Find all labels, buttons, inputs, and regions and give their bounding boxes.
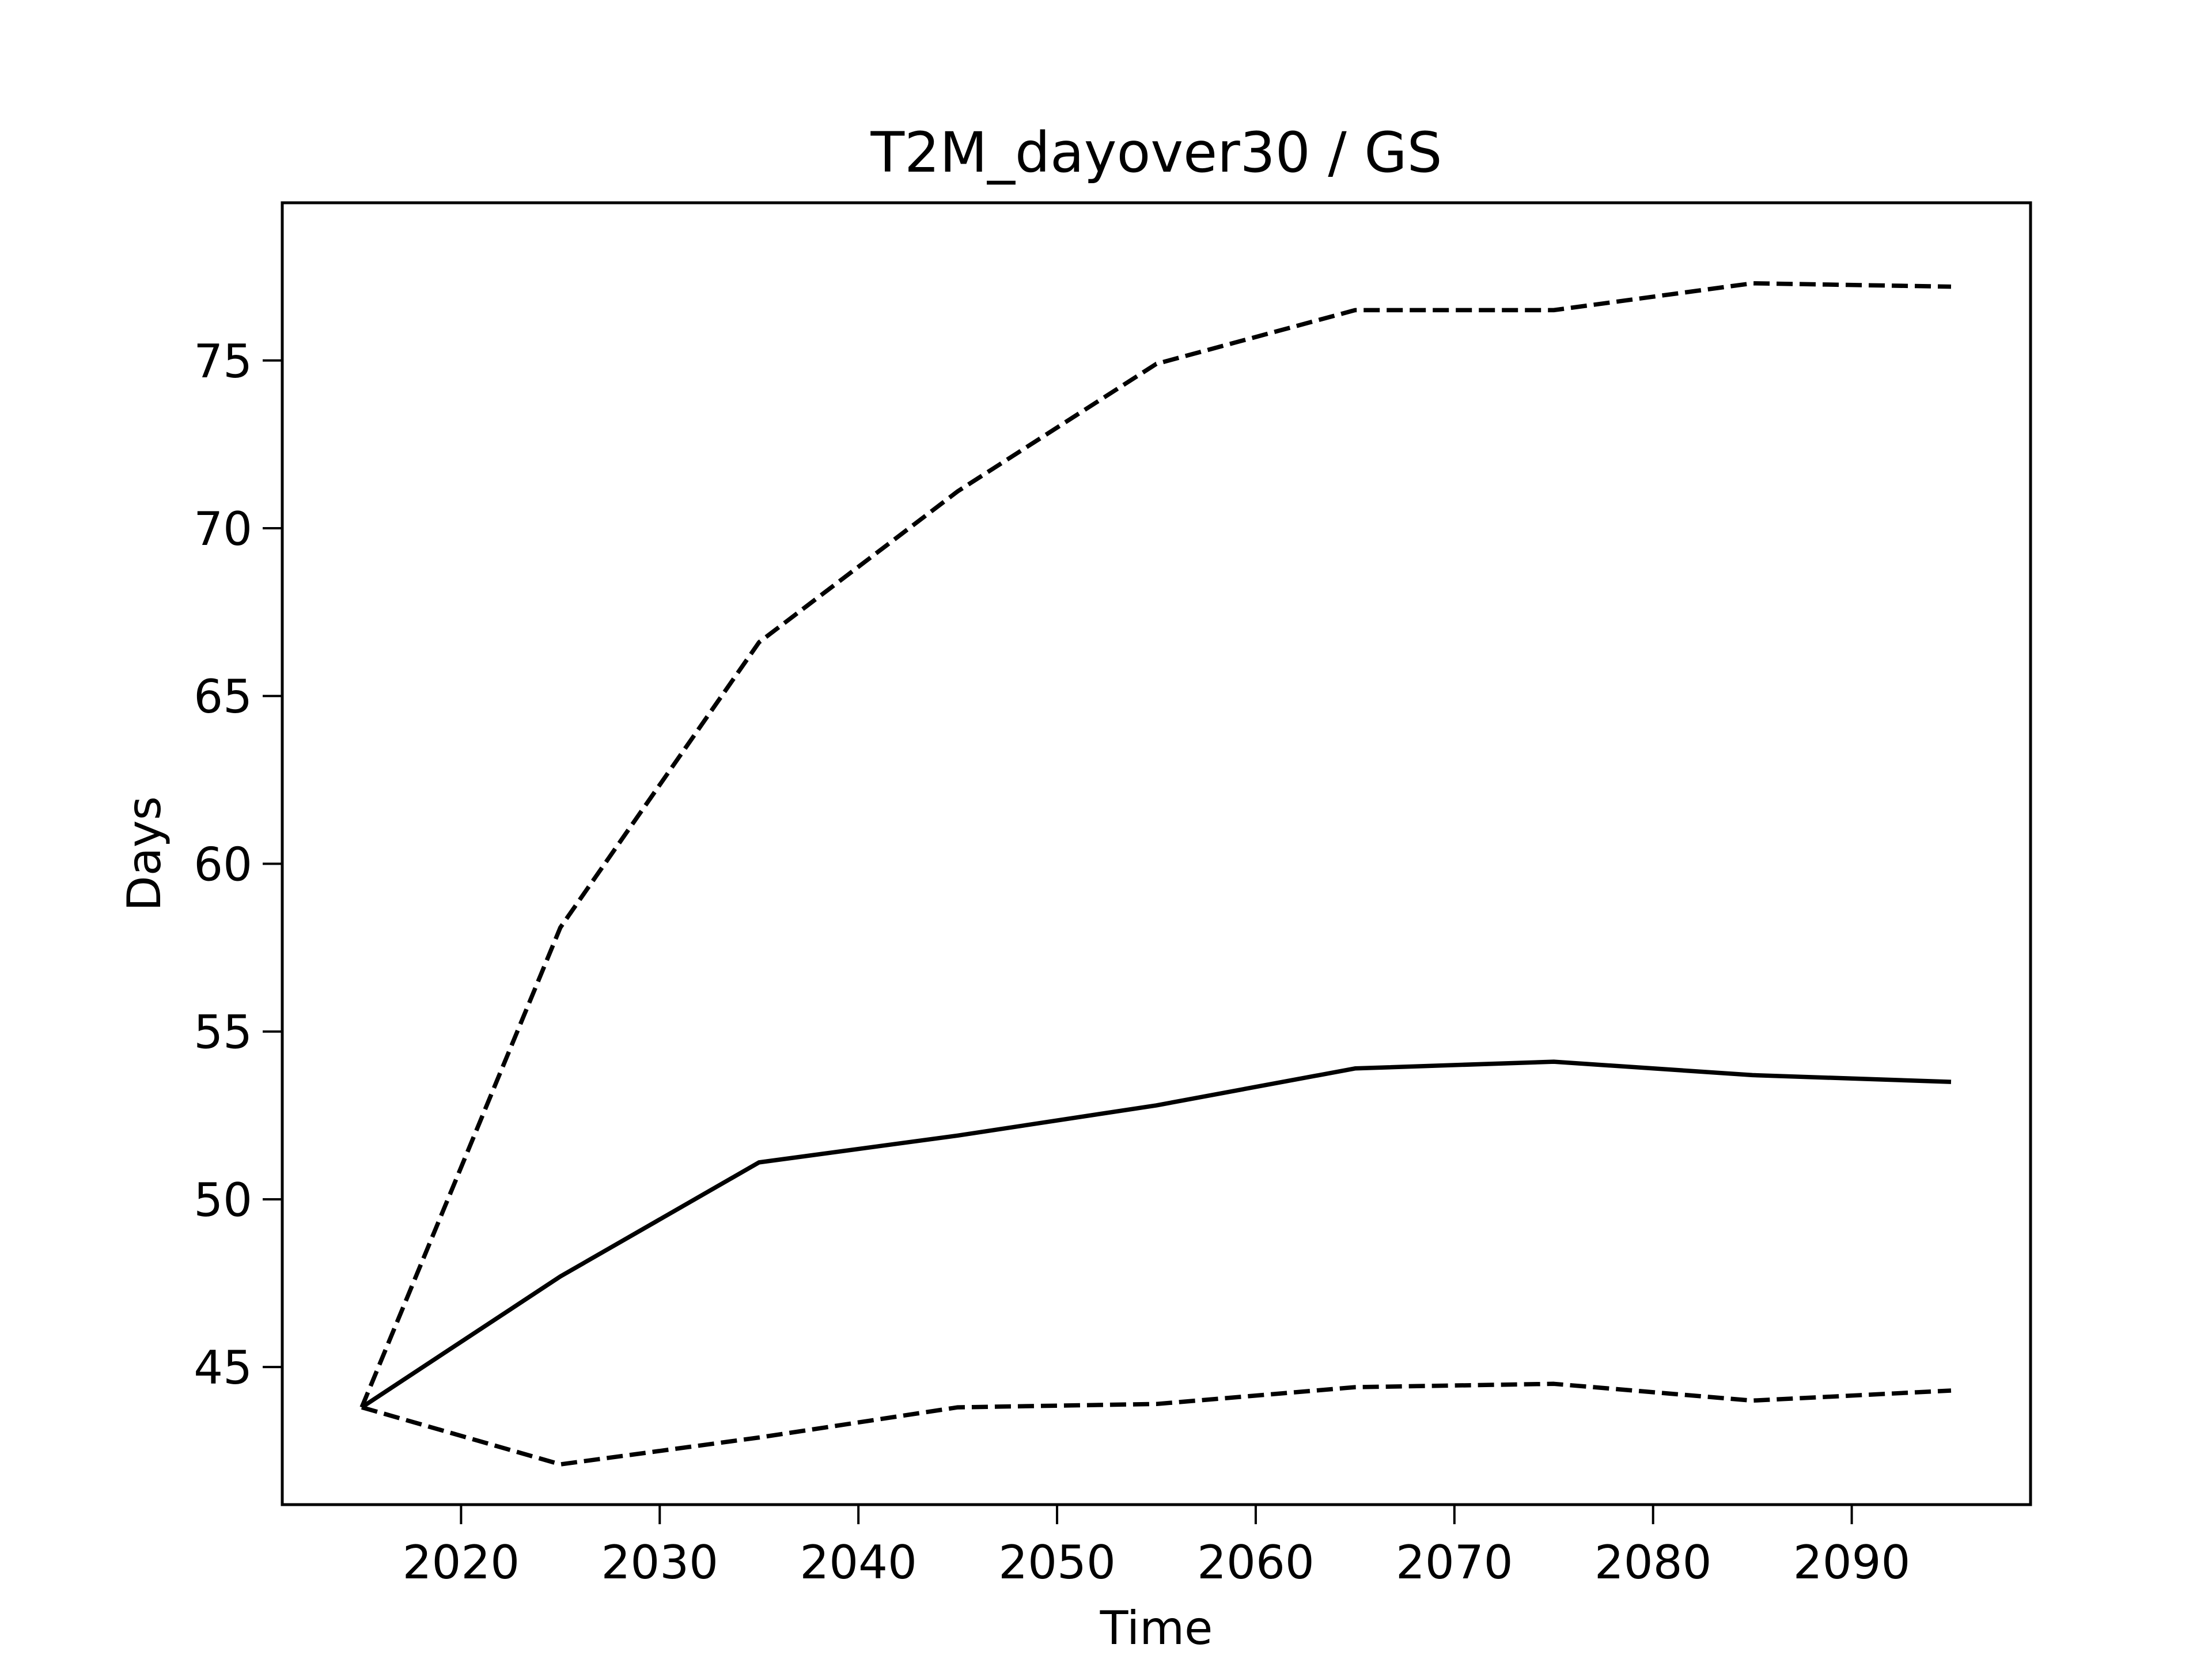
x-tick-label: 2090 bbox=[1793, 1536, 1911, 1589]
y-tick-label: 75 bbox=[194, 335, 252, 388]
x-tick-label: 2020 bbox=[403, 1536, 520, 1589]
x-tick-label: 2060 bbox=[1197, 1536, 1315, 1589]
y-tick-label: 55 bbox=[194, 1006, 252, 1059]
x-axis: 2020 2030 2040 2050 2060 2070 2080 2090 bbox=[403, 1505, 1911, 1589]
y-tick-label: 65 bbox=[194, 670, 252, 724]
y-tick-label: 70 bbox=[194, 502, 252, 556]
y-tick-label: 60 bbox=[194, 838, 252, 891]
series-line-3 bbox=[361, 1381, 1952, 1467]
y-axis: 45 50 55 60 65 70 75 bbox=[194, 335, 282, 1395]
plot-frame bbox=[281, 201, 2032, 1506]
x-tick-label: 2040 bbox=[800, 1536, 917, 1589]
y-tick-label: 50 bbox=[194, 1173, 252, 1227]
x-tick-label: 2070 bbox=[1396, 1536, 1513, 1589]
chart-title: T2M_dayover30 / GS bbox=[870, 120, 1442, 185]
x-tick-label: 2080 bbox=[1594, 1536, 1712, 1589]
x-tick-label: 2030 bbox=[601, 1536, 718, 1589]
series-line-1 bbox=[360, 1059, 1952, 1410]
x-axis-label: Time bbox=[1100, 1601, 1213, 1655]
series-line-2 bbox=[359, 281, 1952, 1408]
y-axis-label: Days bbox=[118, 796, 171, 911]
x-tick-label: 2050 bbox=[998, 1536, 1116, 1589]
plot-area bbox=[359, 281, 1952, 1467]
y-tick-label: 45 bbox=[194, 1341, 252, 1395]
